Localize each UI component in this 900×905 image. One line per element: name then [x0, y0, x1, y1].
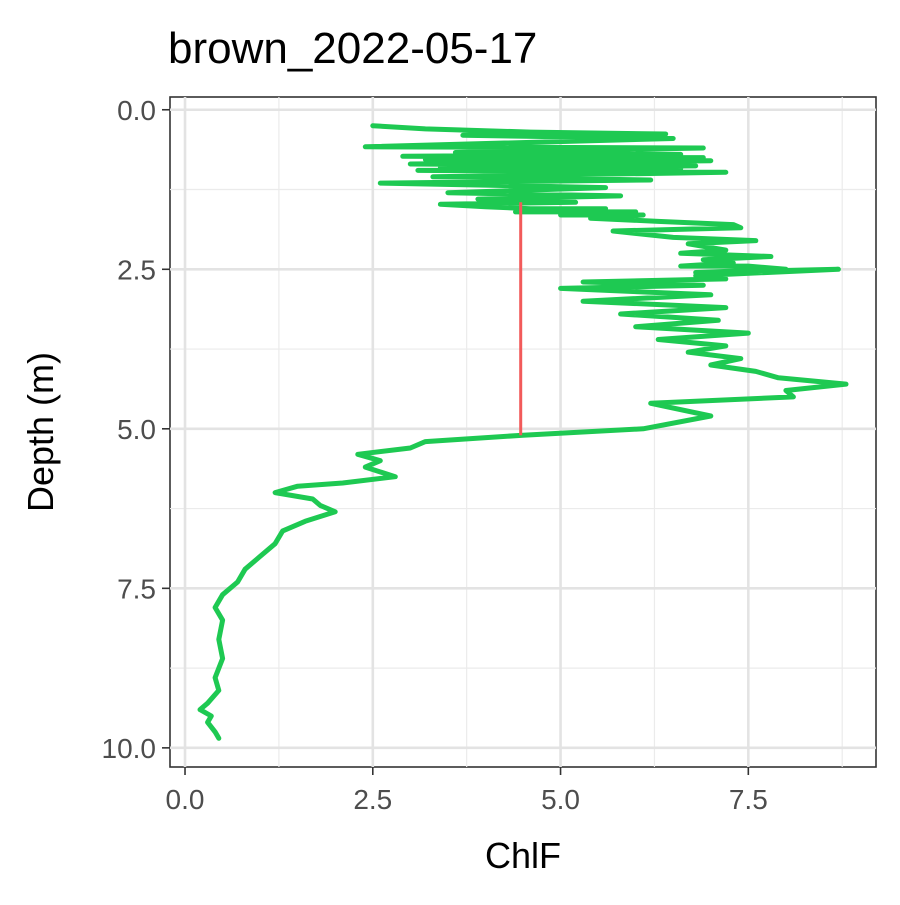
y-tick-label: 2.5 — [117, 254, 156, 285]
y-axis-label: Depth (m) — [20, 352, 61, 512]
x-axis: 0.0 2.5 5.0 7.5 — [166, 767, 768, 815]
y-tick-label: 0.0 — [117, 95, 156, 126]
chart-title: brown_2022-05-17 — [168, 24, 537, 73]
series-layer — [197, 123, 849, 741]
x-axis-label: ChlF — [485, 835, 561, 876]
profile-line — [197, 123, 849, 741]
y-axis: 0.0 2.5 5.0 7.5 10.0 — [102, 95, 170, 764]
x-tick-label: 0.0 — [166, 784, 205, 815]
y-tick-label: 7.5 — [117, 573, 156, 604]
y-tick-label: 5.0 — [117, 414, 156, 445]
x-tick-label: 5.0 — [541, 784, 580, 815]
x-tick-label: 2.5 — [353, 784, 392, 815]
y-tick-label: 10.0 — [102, 733, 157, 764]
x-tick-label: 7.5 — [729, 784, 768, 815]
